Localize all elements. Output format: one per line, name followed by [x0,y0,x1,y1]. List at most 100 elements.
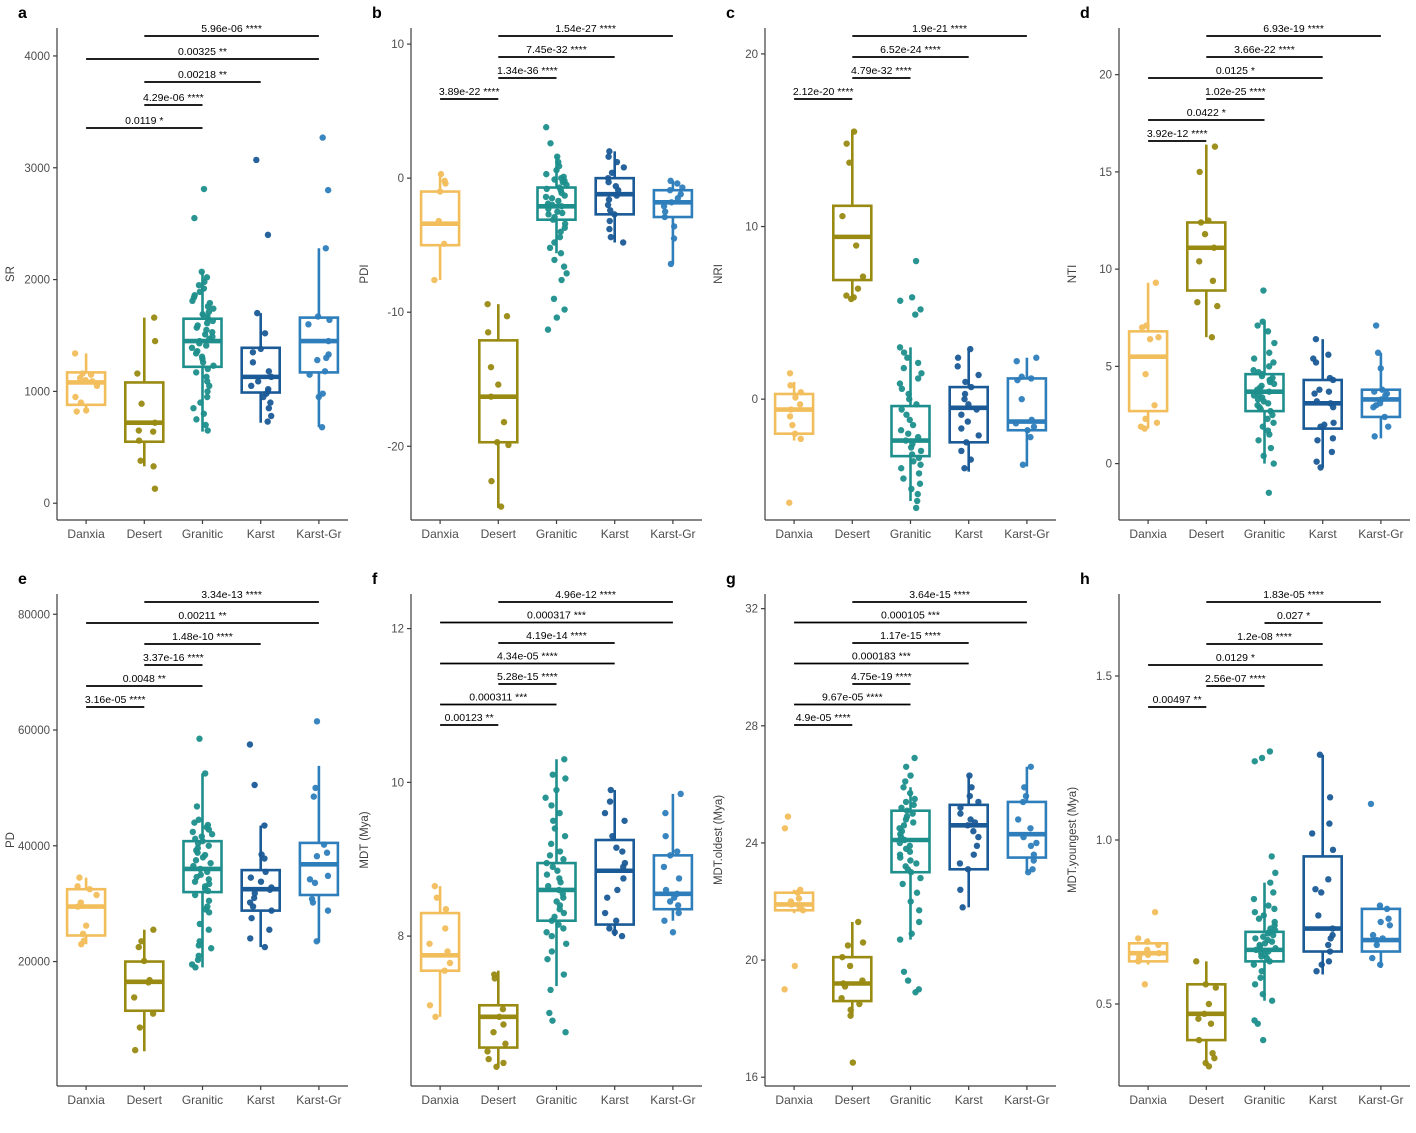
data-point [204,365,211,373]
data-point [958,447,965,455]
data-point [543,859,550,867]
data-point [902,816,910,823]
box [948,385,989,444]
data-point [838,994,845,1002]
data-point [1260,452,1267,460]
bracket-label: 3.64e-15 **** [909,589,970,601]
x-category-label: Granitic [536,527,577,541]
significance-bracket: 4.29e-06 **** [143,92,204,106]
x-category-label: Karst-Gr [1004,527,1049,541]
x-category-label: Karst [601,1093,630,1107]
data-point [675,909,682,917]
x-category-label: Karst [601,527,630,541]
data-point [781,986,788,993]
y-tick-label: 16 [745,1072,758,1084]
data-point [615,187,622,194]
y-axis-title: MDT.youngest (Mya) [1067,787,1079,893]
data-point [911,754,918,762]
data-point [666,898,674,905]
data-point [323,354,330,362]
data-point [601,909,609,917]
data-point [544,326,552,333]
data-point [1151,908,1159,916]
data-point [192,369,200,376]
bracket-label: 0.000183 *** [852,651,911,663]
data-point [1314,437,1321,444]
y-axis-title: SR [5,266,17,282]
data-point [903,411,910,418]
data-point [1197,219,1205,226]
data-point [661,208,669,215]
data-point [898,385,906,392]
significance-bracket: 4.75e-19 **** [851,671,912,685]
y-tick-label: 2000 [24,275,50,287]
data-point [262,868,269,876]
data-point [910,458,917,465]
data-point [485,1055,492,1063]
data-point [74,903,82,910]
data-point [1258,953,1265,960]
data-point [261,855,268,862]
data-point [797,435,804,443]
data-point [1270,460,1277,467]
bracket-label: 0.00497 ** [1153,694,1202,706]
data-point [487,393,495,400]
data-point [1030,423,1038,430]
x-category-label: Granitic [1244,1093,1285,1107]
data-point [1313,968,1320,975]
data-point [135,437,143,444]
data-point [305,321,312,328]
significance-bracket: 4.79e-32 **** [851,65,912,79]
data-point [1260,287,1267,294]
data-point [897,297,904,304]
data-point [1268,938,1276,945]
boxplot-desert [124,314,165,492]
data-point [442,180,449,187]
data-point [850,128,858,135]
data-point [907,898,914,905]
box [298,316,340,374]
data-point [1308,830,1316,837]
data-point [545,205,552,213]
bracket-label: 0.00211 ** [178,610,226,622]
data-point [268,373,275,381]
data-point [912,311,919,318]
data-point [605,178,612,186]
data-point [668,199,675,206]
data-point [193,324,200,331]
data-point [1258,968,1265,975]
data-point [1266,748,1274,755]
data-point [543,124,550,131]
data-point [140,957,148,965]
bracket-label: 9.67e-05 **** [822,692,883,704]
data-point [1373,941,1380,949]
data-point [912,257,920,265]
data-point [250,894,258,902]
data-point [1258,754,1266,762]
data-point [1020,833,1027,841]
bracket-label: 1.17e-15 **** [880,630,941,642]
data-point [309,899,317,906]
data-point [898,804,905,811]
data-point [1268,997,1276,1004]
y-tick-label: 15 [1099,167,1112,179]
data-point [1270,889,1277,896]
data-point [1013,357,1020,365]
x-category-label: Danxia [1129,1093,1167,1107]
data-point [1325,351,1332,358]
data-point [917,461,924,468]
data-point [670,894,678,901]
x-category-label: Desert [835,527,871,541]
data-point [1326,948,1334,955]
bracket-label: 3.92e-12 **** [1147,128,1208,140]
x-category-label: Karst-Gr [296,1093,341,1107]
significance-bracket: 1.02e-25 **** [1205,86,1266,100]
data-point [265,368,273,375]
data-point [958,425,965,432]
data-point [549,1017,556,1024]
data-point [555,197,562,205]
data-point [1269,411,1276,419]
data-point [310,793,317,800]
data-point [1141,425,1148,432]
boxplot-granitic [536,756,577,1036]
